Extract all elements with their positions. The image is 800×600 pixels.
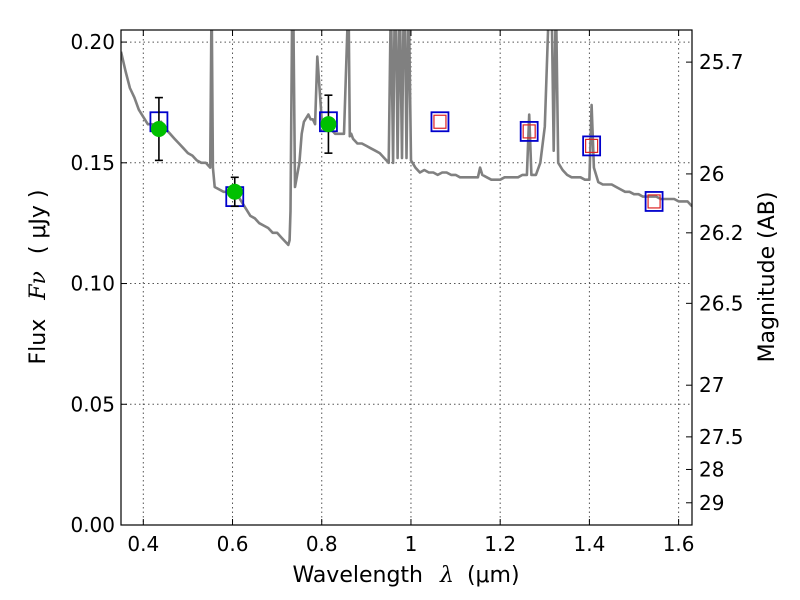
model-photometry-box (430, 111, 450, 133)
model-photometry-small (585, 138, 599, 154)
grid (121, 30, 692, 525)
model-photometry-small (522, 124, 536, 139)
observed-point (150, 121, 167, 137)
model-photometry-box (519, 121, 539, 142)
y-tick-label: 0.15 (70, 151, 115, 175)
y-axis-label-symbol: Fν (26, 271, 51, 301)
marker-layer (149, 94, 664, 212)
y-axis-label-prefix: Flux (26, 319, 51, 365)
y-axis-label: Flux Fν ( μJy ) (26, 189, 51, 364)
x-axis-label-unit: (μm) (467, 563, 520, 588)
y2-tick-label: 25.7 (699, 50, 744, 74)
spectrum-layer (121, 30, 692, 247)
x-axis-label-symbol: λ (439, 563, 454, 588)
y2-tick-label: 26.5 (699, 291, 744, 315)
observed-point (226, 183, 243, 200)
model-photometry-small (433, 114, 447, 129)
x-axis-label: Wavelength λ (μm) (292, 563, 519, 588)
y-tick-label: 0.00 (70, 513, 115, 537)
y-axis-label-unit: ( μJy ) (26, 189, 51, 254)
x-tick-label: 0.4 (127, 532, 159, 556)
model-photometry-box (644, 191, 664, 212)
observed-point (320, 116, 337, 133)
y2-axis-label: Magnitude (AB) (755, 192, 780, 363)
y-tick-label: 0.05 (70, 392, 115, 416)
y2-tick-label: 27.5 (699, 425, 744, 449)
y2-tick-label: 28 (699, 457, 724, 481)
model-photometry-small (647, 194, 661, 209)
x-tick-label: 0.8 (306, 532, 338, 556)
plot-frame (120, 29, 693, 526)
x-tick-label: 1.6 (663, 532, 695, 556)
spectrum-line (121, 30, 692, 247)
y2-tick-label: 27 (699, 373, 724, 397)
x-axis-label-prefix: Wavelength (292, 563, 423, 588)
x-tick-label: 1.4 (573, 532, 605, 556)
x-tick-label: 1.2 (484, 532, 516, 556)
x-tick-label: 0.6 (217, 532, 249, 556)
ticks: 0.4 0.6 0.8 1 1.2 1.4 1.6 0.00 0.05 0.10 0.15 0.20 2… (70, 30, 744, 556)
x-tick-label: 1 (405, 532, 418, 556)
y2-tick-label: 26 (699, 162, 724, 186)
y-tick-label: 0.20 (70, 30, 115, 54)
y2-tick-label: 26.2 (699, 221, 744, 245)
y-tick-label: 0.10 (70, 272, 115, 296)
y2-tick-label: 29 (699, 491, 724, 515)
model-photometry-box (582, 135, 602, 157)
